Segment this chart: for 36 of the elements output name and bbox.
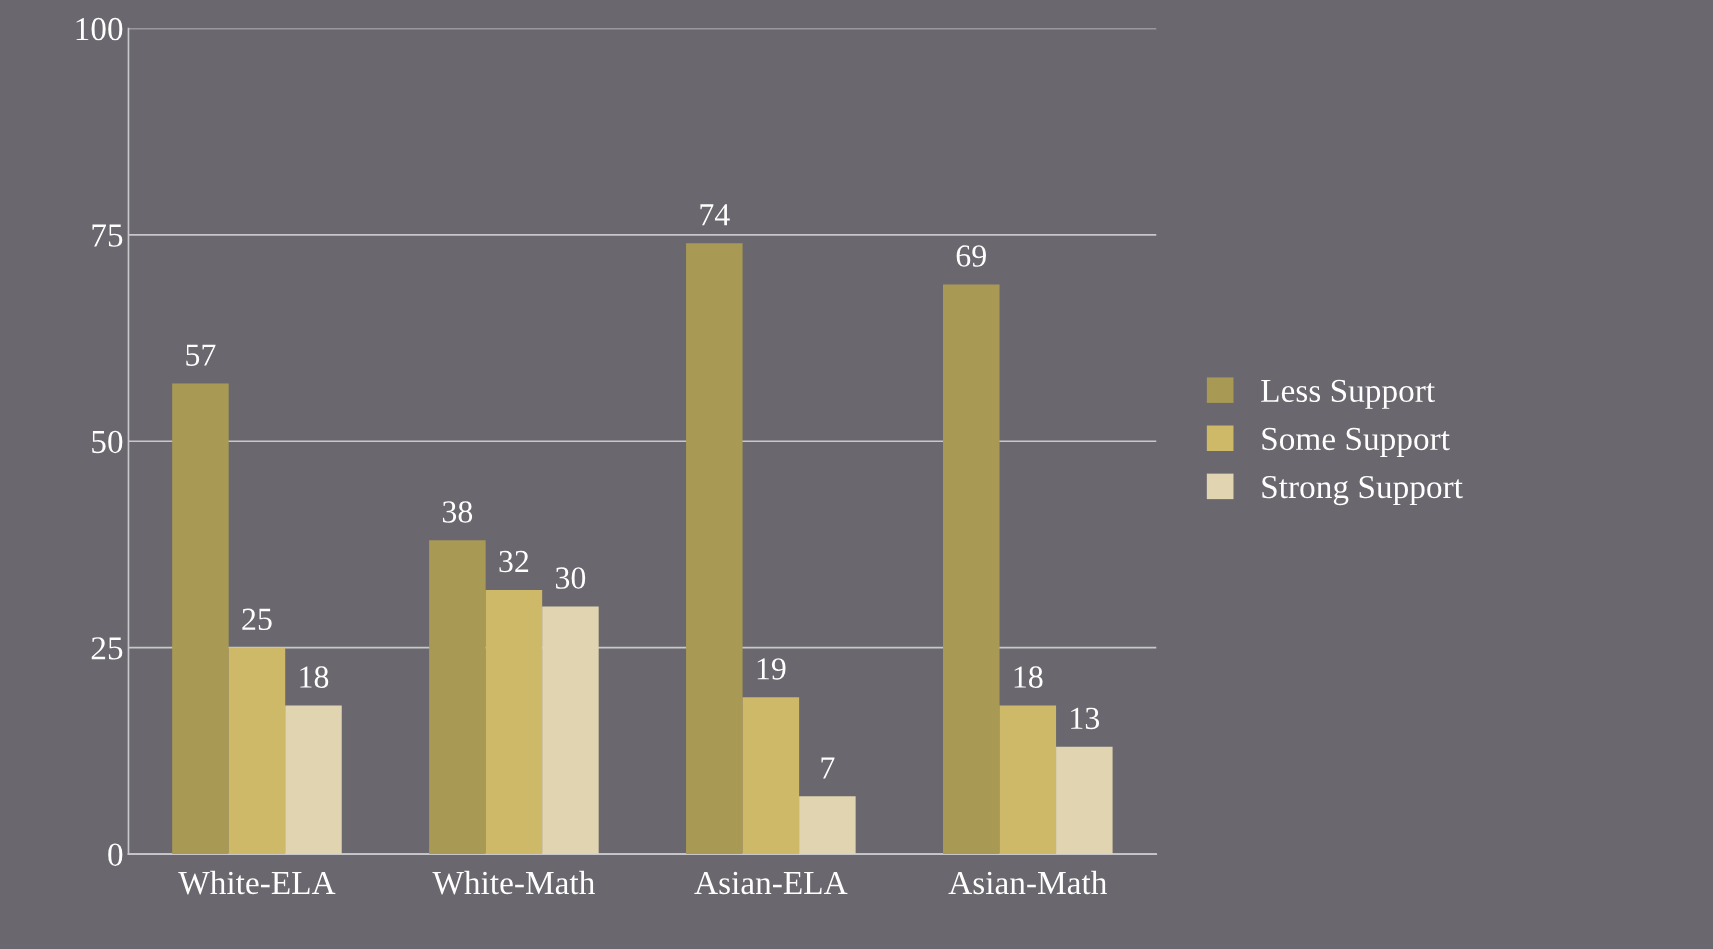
y-tick-label: 50: [92, 430, 123, 454]
data-label: 18: [300, 666, 329, 688]
bar: [686, 243, 743, 855]
bar: [285, 705, 342, 855]
x-tick-label: Asian-ELA: [694, 871, 848, 895]
bar: [999, 705, 1057, 855]
bar: [485, 589, 543, 855]
legend-label: Some Support: [1262, 427, 1450, 457]
bar: [1056, 746, 1113, 855]
data-label: 38: [442, 501, 473, 523]
bar: [799, 796, 856, 855]
bar: [228, 647, 286, 855]
bar: [742, 697, 800, 855]
data-label: 19: [757, 658, 786, 680]
y-tick-label: 25: [91, 637, 123, 660]
data-label: 13: [1071, 707, 1100, 730]
data-label: 7: [821, 757, 835, 779]
data-label: 69: [956, 245, 986, 267]
bar: [429, 540, 486, 855]
bar: [172, 383, 229, 855]
y-tick-label: 75: [92, 224, 123, 247]
legend-label: Strong Support: [1262, 475, 1463, 506]
legend-label: Less Support: [1261, 379, 1435, 409]
y-tick-label: 100: [76, 17, 123, 41]
data-label: 32: [499, 550, 529, 573]
data-label: 57: [186, 344, 216, 366]
data-label: 25: [242, 608, 272, 631]
bar: [943, 284, 1000, 855]
data-label: 18: [1014, 666, 1043, 688]
data-label: 74: [700, 204, 730, 226]
y-tick-label: 0: [108, 843, 123, 866]
x-tick-label: Asian-Math: [948, 870, 1107, 895]
bar: [542, 606, 599, 855]
x-tick-label: White-ELA: [178, 870, 336, 895]
data-label: 30: [555, 567, 586, 589]
x-tick-label: White-Math: [432, 870, 595, 895]
